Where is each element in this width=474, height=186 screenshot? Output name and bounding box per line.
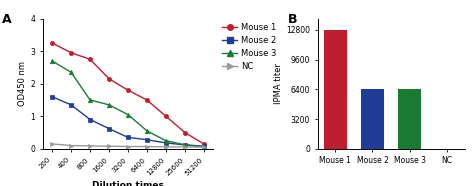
Bar: [399, 89, 421, 149]
Text: B: B: [288, 13, 298, 26]
Text: A: A: [2, 13, 11, 26]
X-axis label: Dilution times: Dilution times: [92, 181, 164, 186]
Bar: [324, 30, 346, 149]
Legend: Mouse 1, Mouse 2, Mouse 3, NC: Mouse 1, Mouse 2, Mouse 3, NC: [222, 23, 277, 71]
Y-axis label: OD450 nm: OD450 nm: [18, 61, 27, 106]
Y-axis label: IPMA titer: IPMA titer: [274, 63, 283, 104]
Bar: [361, 89, 383, 149]
